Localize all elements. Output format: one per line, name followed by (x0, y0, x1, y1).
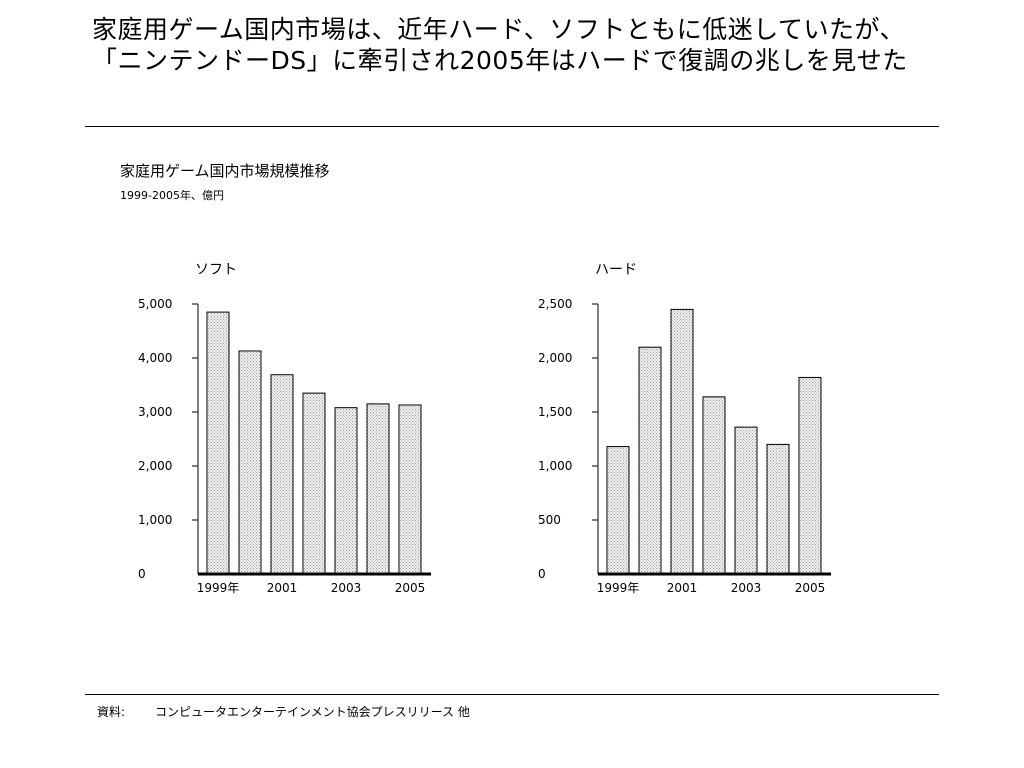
bar-2000 (638, 346, 662, 575)
source-label: 資料: (97, 705, 126, 719)
x-tick-label: 2001 (667, 581, 698, 595)
x-tick-label: 2001 (267, 581, 298, 595)
headline-line-2: 「ニンテンドーDS」に牽引され2005年はハードで復調の兆しを見せた (92, 46, 908, 75)
y-tick-label: 4,000 (138, 351, 172, 365)
y-tick-label: 2,000 (538, 351, 572, 365)
bar-2003 (334, 407, 358, 575)
bar-2005 (798, 376, 822, 575)
y-tick-label: 1,000 (138, 513, 172, 527)
bar-2001 (270, 374, 294, 575)
y-tick-label: 2,000 (138, 459, 172, 473)
x-tick-label: 2005 (395, 581, 426, 595)
panel-title: ハード (595, 262, 637, 278)
x-tick-label: 2003 (331, 581, 362, 595)
x-tick-label: 1999年 (597, 581, 640, 595)
bar-2002 (702, 396, 726, 575)
y-tick-label: 0 (538, 567, 546, 581)
y-tick-label: 500 (538, 513, 561, 527)
y-tick-label: 1,500 (538, 405, 572, 419)
source-text: コンピュータエンターテインメント協会プレスリリース 他 (155, 705, 470, 719)
bar-2005 (398, 404, 422, 575)
bar-2004 (766, 443, 790, 575)
x-tick-label: 2003 (731, 581, 762, 595)
y-tick-label: 0 (138, 567, 146, 581)
chart-title: 家庭用ゲーム国内市場規模推移 (120, 162, 330, 180)
y-tick-label: 1,000 (538, 459, 572, 473)
bar-2002 (302, 392, 326, 575)
hardware-chart-panel: ハード 0 500 1,000 1,500 2,000 2,500 1999年 2001 2003… (530, 256, 870, 606)
x-tick-label: 2005 (795, 581, 826, 595)
bar-1999 (606, 446, 630, 575)
software-bar-chart: ソフト 0 1,000 2,000 3,000 4,000 5,000 1999年 2001 20… (138, 262, 431, 595)
x-tick-label: 1999年 (197, 581, 240, 595)
y-tick-label: 3,000 (138, 405, 172, 419)
source-note: 資料: コンピュータエンターテインメント協会プレスリリース 他 (97, 703, 470, 720)
bar-2004 (366, 403, 390, 575)
software-chart-panel: ソフト 0 1,000 2,000 3,000 4,000 5,000 1999年 2001 20… (130, 256, 470, 606)
bar-1999 (206, 311, 230, 575)
bar-2000 (238, 350, 262, 575)
y-tick-label: 2,500 (538, 297, 572, 311)
headline: 家庭用ゲーム国内市場は、近年ハード、ソフトともに低迷していたが、 「ニンテンドー… (92, 14, 992, 76)
bar-2001 (670, 308, 694, 575)
top-divider (85, 126, 939, 127)
bottom-divider (85, 694, 939, 695)
chart-subtitle: 1999-2005年、億円 (120, 189, 224, 202)
y-tick-label: 5,000 (138, 297, 172, 311)
panel-title: ソフト (195, 262, 237, 278)
hardware-bar-chart: ハード 0 500 1,000 1,500 2,000 2,500 1999年 2001 2003… (538, 262, 831, 595)
headline-line-1: 家庭用ゲーム国内市場は、近年ハード、ソフトともに低迷していたが、 (92, 15, 906, 44)
bar-2003 (734, 426, 758, 575)
